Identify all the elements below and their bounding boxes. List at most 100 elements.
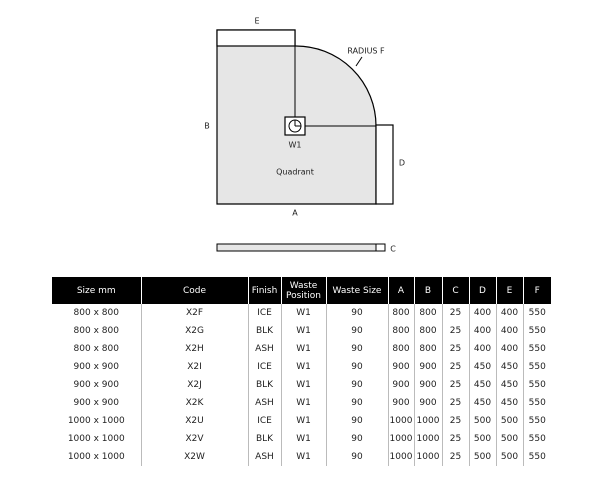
table-cell: 400 — [495, 322, 523, 340]
column-header: C — [441, 277, 469, 304]
table-cell: 550 — [522, 376, 551, 394]
table-cell: 550 — [522, 322, 551, 340]
table-cell: 90 — [325, 358, 388, 376]
label: C — [390, 245, 396, 254]
table-cell: 800 x 800 — [73, 308, 119, 318]
table-cell: 25 — [441, 394, 469, 412]
label: Quadrant — [276, 168, 314, 177]
column-header: Code — [140, 277, 248, 304]
table-row: 1000 x 1000 X2U ICE W1 90 1000 1000 25 500 500 550 — [52, 412, 551, 430]
label: W1 — [289, 141, 302, 150]
table-cell: 550 — [522, 448, 551, 466]
table-cell: ASH — [247, 340, 281, 358]
table-cell: 900 — [413, 376, 442, 394]
table-cell: 90 — [325, 394, 388, 412]
table-cell: 900 — [413, 358, 442, 376]
table-cell: X2K — [140, 394, 248, 412]
table-cell: W1 — [280, 340, 326, 358]
table-cell: W1 — [280, 394, 326, 412]
table-cell: X2I — [140, 358, 248, 376]
table-row: 900 x 900 X2I ICE W1 90 900 900 25 450 450 550 — [52, 358, 551, 376]
label: RADIUS F — [347, 47, 385, 56]
table-cell: 400 — [495, 340, 523, 358]
table-row: 1000 x 1000 X2W ASH W1 90 1000 1000 25 500 500 550 — [52, 448, 551, 466]
table-cell: 800 — [413, 340, 442, 358]
table-cell: 400 — [468, 340, 496, 358]
table-cell: 500 — [495, 412, 523, 430]
column-header: E — [495, 277, 523, 304]
table-row: 1000 x 1000 X2V BLK W1 90 1000 1000 25 500 500 550 — [52, 430, 551, 448]
column-header: A — [387, 277, 414, 304]
table-cell: 1000 x 1000 — [67, 452, 125, 462]
table-cell: 1000 — [387, 412, 414, 430]
table-cell: W1 — [280, 358, 326, 376]
table-cell: 1000 x 1000 — [67, 434, 125, 444]
label: B — [204, 122, 210, 131]
table-cell: 90 — [325, 304, 388, 322]
table-cell: 500 — [468, 448, 496, 466]
table-cell: 500 — [468, 430, 496, 448]
table-cell: 1000 x 1000 — [67, 416, 125, 426]
table-cell: 25 — [441, 412, 469, 430]
table-cell: 90 — [325, 340, 388, 358]
column-header: Finish — [247, 277, 281, 304]
table-cell: 90 — [325, 322, 388, 340]
table-cell: 900 — [387, 376, 414, 394]
table-cell: X2W — [140, 448, 248, 466]
table-cell: 1000 — [413, 448, 442, 466]
table-cell: X2H — [140, 340, 248, 358]
table-cell: 500 — [468, 412, 496, 430]
table-cell: W1 — [280, 376, 326, 394]
table-cell: 800 — [387, 304, 414, 322]
table-cell: 800 — [387, 322, 414, 340]
table-cell: 900 — [387, 394, 414, 412]
table-cell: 550 — [522, 412, 551, 430]
table-row: 800 x 800 X2G BLK W1 90 800 800 25 400 400 550 — [52, 322, 551, 340]
table-cell: 900 x 900 — [73, 362, 119, 372]
table-row: 800 x 800 X2F ICE W1 90 800 800 25 400 400 550 — [52, 304, 551, 322]
table-cell: 450 — [468, 376, 496, 394]
table-cell: W1 — [280, 430, 326, 448]
table-cell: 90 — [325, 430, 388, 448]
table-cell: 550 — [522, 358, 551, 376]
table-cell: 550 — [522, 304, 551, 322]
table-cell: 900 x 900 — [73, 398, 119, 408]
table-cell: 25 — [441, 358, 469, 376]
table-cell: 500 — [495, 448, 523, 466]
table-cell: BLK — [247, 322, 281, 340]
table-cell: 450 — [495, 376, 523, 394]
table-cell: 25 — [441, 304, 469, 322]
side-profile-end — [375, 243, 386, 252]
table-cell: 25 — [441, 340, 469, 358]
table-cell: BLK — [247, 376, 281, 394]
table-cell: 450 — [495, 394, 523, 412]
table-cell: W1 — [280, 412, 326, 430]
table-cell: X2U — [140, 412, 248, 430]
label: A — [292, 209, 298, 218]
table-cell: 450 — [495, 358, 523, 376]
table-cell: ICE — [247, 412, 281, 430]
table-cell: 25 — [441, 430, 469, 448]
label: E — [254, 17, 259, 26]
table-cell: X2V — [140, 430, 248, 448]
column-header: D — [468, 277, 496, 304]
table-cell: 800 x 800 — [73, 344, 119, 354]
table-cell: 550 — [522, 430, 551, 448]
dimension-d-box — [375, 124, 394, 205]
table-cell: ICE — [247, 304, 281, 322]
table-cell: 800 — [387, 340, 414, 358]
table-cell: 25 — [441, 322, 469, 340]
leader-line — [355, 56, 363, 67]
table-cell: W1 — [280, 448, 326, 466]
table-cell: 400 — [495, 304, 523, 322]
table-cell: X2G — [140, 322, 248, 340]
table-cell: X2J — [140, 376, 248, 394]
table-cell: 550 — [522, 394, 551, 412]
table-body: 800 x 800 X2F ICE W1 90 800 800 25 400 400 550 800 … — [52, 304, 551, 466]
table-cell: 1000 — [413, 430, 442, 448]
table-cell: 900 — [387, 358, 414, 376]
table-cell: 550 — [522, 340, 551, 358]
dimension-e-box — [216, 29, 296, 47]
table-cell: 90 — [325, 376, 388, 394]
table-cell: 1000 — [387, 430, 414, 448]
